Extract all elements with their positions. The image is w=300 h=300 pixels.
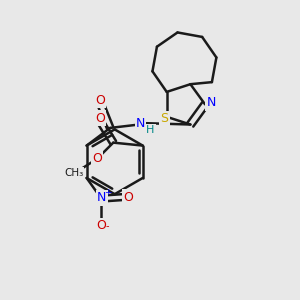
Text: H: H bbox=[146, 125, 155, 135]
Text: CH₃: CH₃ bbox=[64, 168, 83, 178]
Text: O: O bbox=[96, 219, 106, 232]
Text: S: S bbox=[160, 112, 168, 125]
Text: N: N bbox=[206, 96, 216, 110]
Text: -: - bbox=[106, 221, 109, 231]
Text: N: N bbox=[136, 117, 145, 130]
Text: O: O bbox=[95, 94, 105, 107]
Text: N: N bbox=[97, 191, 106, 205]
Text: O: O bbox=[124, 190, 134, 204]
Text: O: O bbox=[95, 112, 105, 125]
Text: +: + bbox=[104, 188, 112, 196]
Text: O: O bbox=[92, 152, 102, 165]
